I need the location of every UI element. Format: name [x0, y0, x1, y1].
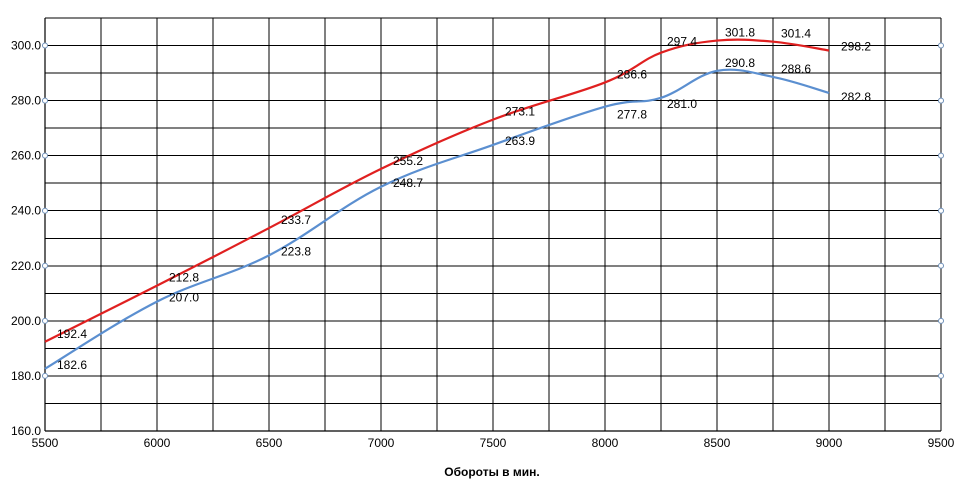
series-lines — [44, 38, 830, 370]
y-tick-label: 220.0 — [11, 259, 41, 273]
y-tick-label: 160.0 — [11, 424, 41, 438]
data-label: 273.1 — [505, 105, 535, 119]
y-axis-marker-left — [42, 152, 48, 159]
data-label: 212.8 — [169, 271, 199, 285]
data-label: 282.8 — [841, 90, 871, 104]
data-label: 192.4 — [57, 327, 87, 341]
y-tick-label: 180.0 — [11, 369, 41, 383]
y-axis-marker-right — [938, 152, 944, 159]
x-tick-label: 5500 — [32, 436, 59, 450]
data-label: 233.7 — [281, 213, 311, 227]
y-axis-marker-right — [938, 97, 944, 104]
axis-markers — [42, 42, 944, 379]
data-label: 223.8 — [281, 244, 311, 258]
x-tick-label: 6500 — [256, 436, 283, 450]
data-label: 255.2 — [393, 154, 423, 168]
data-label: 263.9 — [505, 134, 535, 148]
y-axis-marker-right — [938, 207, 944, 214]
y-tick-label: 260.0 — [11, 149, 41, 163]
data-label: 207.0 — [169, 291, 199, 305]
data-label: 301.8 — [725, 26, 755, 40]
data-label: 290.8 — [725, 56, 755, 70]
data-label: 301.4 — [781, 27, 811, 41]
data-label: 286.6 — [617, 67, 647, 81]
x-tick-label: 9500 — [928, 436, 955, 450]
y-tick-label: 240.0 — [11, 204, 41, 218]
data-label: 182.6 — [57, 358, 87, 372]
x-tick-label: 6000 — [144, 436, 171, 450]
y-tick-label: 300.0 — [11, 39, 41, 53]
data-label: 297.4 — [667, 35, 697, 49]
data-label: 288.6 — [781, 62, 811, 76]
y-tick-label: 280.0 — [11, 94, 41, 108]
y-axis-marker-right — [938, 262, 944, 269]
tick-labels: 160.0 180.0 200.0 220.0 240.0 260.0 280.0 300.0… — [11, 39, 955, 450]
y-axis-marker-right — [938, 372, 944, 379]
y-tick-label: 200.0 — [11, 314, 41, 328]
grid-lines — [44, 17, 942, 432]
y-axis-marker-left — [42, 262, 48, 269]
data-label: 298.2 — [841, 39, 871, 53]
x-tick-label: 7000 — [368, 436, 395, 450]
x-tick-label: 7500 — [480, 436, 507, 450]
y-axis-marker-left — [42, 42, 48, 49]
series-line-2 — [44, 68, 830, 370]
series-line-1 — [44, 38, 830, 343]
y-axis-marker-right — [938, 317, 944, 324]
x-tick-label: 9000 — [816, 436, 843, 450]
x-tick-label: 8500 — [704, 436, 731, 450]
x-tick-label: 8000 — [592, 436, 619, 450]
axes — [44, 18, 941, 432]
x-axis-title: Обороты в мин. — [444, 465, 539, 479]
y-axis-marker-left — [42, 372, 48, 379]
y-axis-marker-left — [42, 317, 48, 324]
data-label: 277.8 — [617, 108, 647, 122]
data-label: 281.0 — [667, 97, 697, 111]
y-axis-marker-left — [42, 97, 48, 104]
y-axis-marker-left — [42, 207, 48, 214]
y-axis-marker-right — [938, 42, 944, 49]
data-labels: 192.4 212.8 233.7 255.2 273.1 286.6 297.4 301.8… — [57, 26, 871, 372]
data-label: 248.7 — [393, 176, 423, 190]
